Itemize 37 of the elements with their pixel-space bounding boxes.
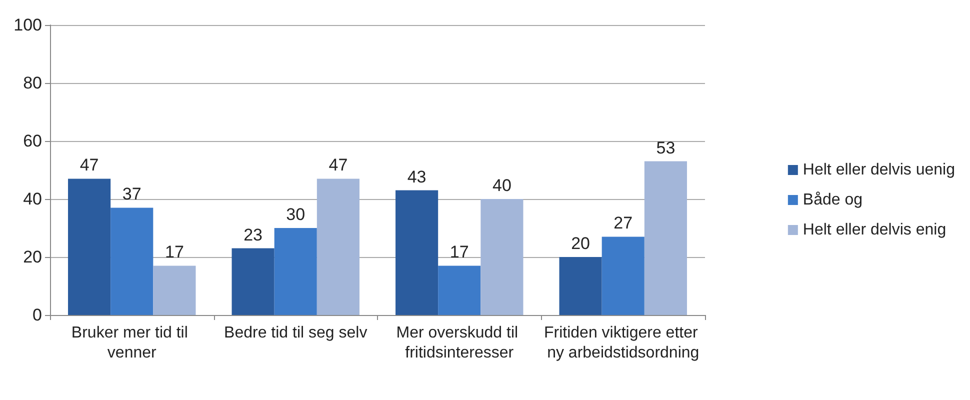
data-label: 37: [122, 184, 142, 204]
data-label: 47: [328, 156, 348, 175]
y-tick-label: 40: [23, 190, 42, 208]
bar: [68, 178, 111, 315]
bar: [438, 266, 481, 315]
bar: [110, 208, 154, 315]
bar: [480, 199, 524, 315]
bar: [559, 257, 602, 315]
data-label: 43: [407, 167, 426, 186]
y-tick-label: 60: [23, 132, 42, 150]
data-label: 20: [571, 234, 590, 253]
bar: [602, 236, 644, 315]
bar: [316, 178, 360, 315]
bar: [396, 190, 438, 315]
x-tick-label: Bedre tid til seg selv: [224, 324, 368, 342]
data-label: 27: [614, 214, 633, 233]
legend-label: Helt eller delvis enig: [802, 222, 946, 238]
bar: [274, 228, 317, 315]
y-tick-label: 80: [23, 74, 42, 92]
bar: [153, 266, 196, 315]
data-label: 30: [286, 205, 306, 224]
x-tick-label: Bruker mer tid til venner: [71, 324, 192, 362]
data-label: 17: [450, 242, 469, 262]
bar: [644, 161, 687, 315]
data-label: 47: [80, 156, 99, 175]
y-tick-label: 0: [32, 306, 42, 324]
data-label: 53: [656, 138, 676, 158]
y-tick-label: 100: [14, 16, 42, 34]
legend-label: Helt eller delvis uenig: [802, 162, 955, 178]
data-label: 23: [244, 225, 263, 244]
bar: [232, 248, 274, 315]
y-tick-label: 20: [23, 248, 42, 266]
legend-label: Både og: [802, 192, 863, 208]
x-tick-label: Fritiden viktigere etter ny arbeidstidsordning: [544, 324, 702, 362]
x-tick-label: Mer overskudd til fritidsinteresser: [396, 324, 523, 362]
data-label: 17: [164, 242, 184, 262]
data-label: 40: [492, 176, 512, 195]
